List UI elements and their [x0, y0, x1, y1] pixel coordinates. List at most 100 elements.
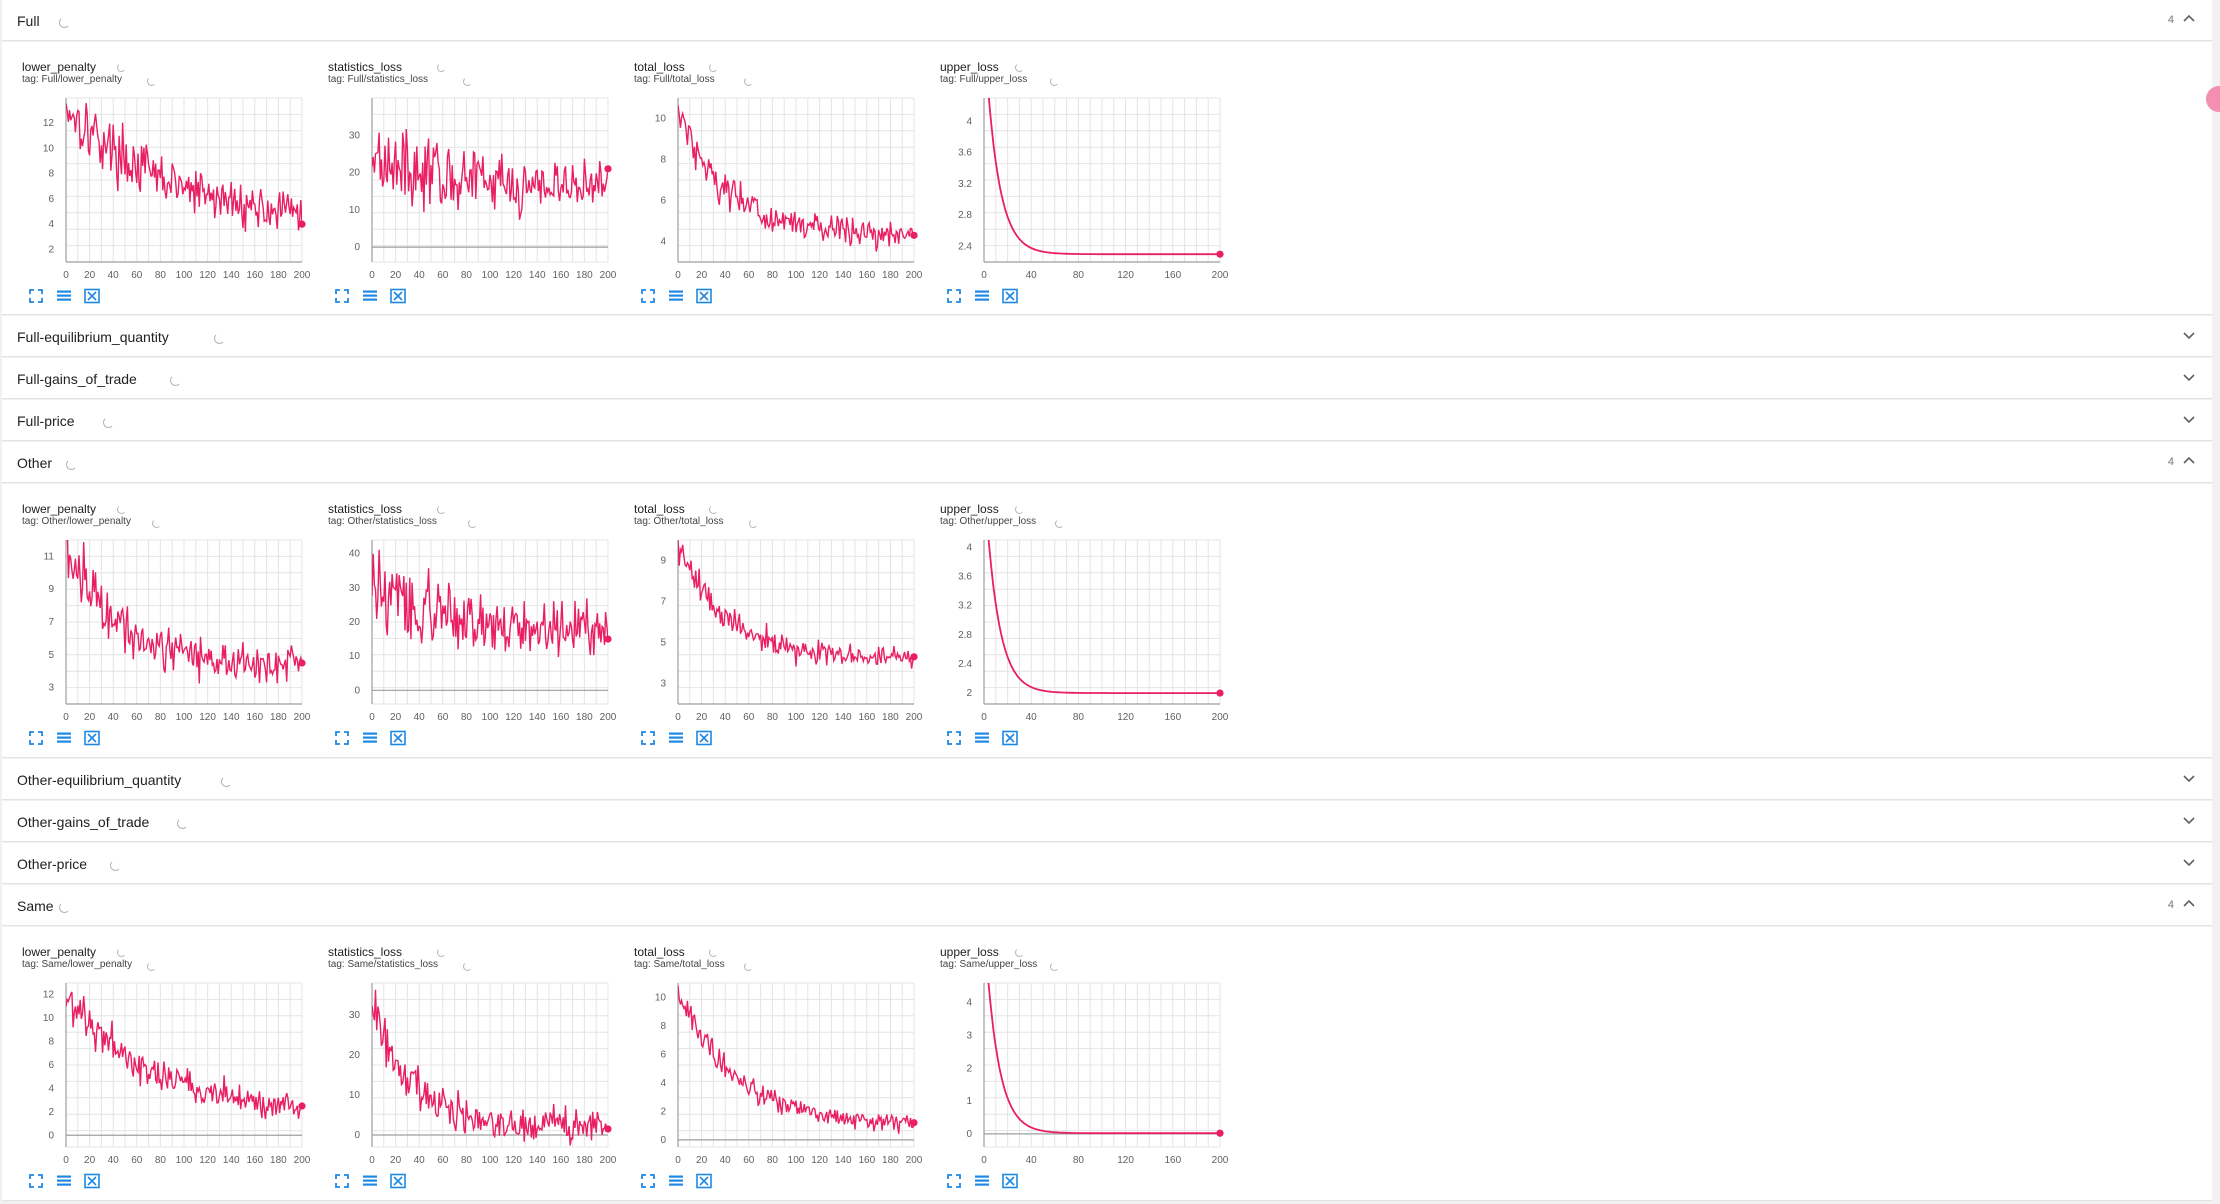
data-table-icon[interactable] [56, 1173, 72, 1189]
line-chart[interactable]: 0 10 20 30 40 0 20 40 60 80 100 120 140 160 180 200 [328, 524, 618, 734]
fullscreen-icon[interactable] [334, 730, 350, 746]
fullscreen-icon[interactable] [640, 730, 656, 746]
fit-domain-icon[interactable] [390, 730, 406, 746]
y-tick-label: 0 [354, 1130, 360, 1141]
fullscreen-icon[interactable] [946, 288, 962, 304]
series-line [372, 128, 608, 220]
fit-domain-icon[interactable] [696, 288, 712, 304]
chevron-up-icon[interactable] [2182, 12, 2196, 26]
data-table-icon[interactable] [56, 730, 72, 746]
x-tick-label: 20 [84, 270, 96, 281]
data-table-icon[interactable] [974, 730, 990, 746]
section-header[interactable]: Full-equilibrium_quantity [2, 316, 2212, 357]
chevron-down-icon[interactable] [2182, 412, 2196, 426]
section-header[interactable]: Other-price [2, 843, 2212, 884]
section-header[interactable]: Full-price [2, 400, 2212, 441]
last-point-marker[interactable] [1216, 1129, 1224, 1137]
line-chart[interactable]: 3 5 7 9 0 20 40 60 80 100 120 140 160 180 200 [634, 524, 924, 734]
fullscreen-icon[interactable] [946, 1173, 962, 1189]
fit-domain-icon[interactable] [390, 1173, 406, 1189]
card-title: upper_loss [940, 945, 999, 959]
last-point-marker[interactable] [910, 1119, 918, 1127]
data-table-icon[interactable] [668, 1173, 684, 1189]
last-point-marker[interactable] [910, 653, 918, 661]
fit-domain-icon[interactable] [696, 730, 712, 746]
last-point-marker[interactable] [910, 231, 918, 239]
chevron-down-icon[interactable] [2182, 813, 2196, 827]
last-point-marker[interactable] [604, 1125, 612, 1133]
line-chart[interactable]: 0 10 20 30 0 20 40 60 80 100 120 140 160 180 200 [328, 967, 618, 1177]
fit-domain-icon[interactable] [84, 1173, 100, 1189]
last-point-marker[interactable] [604, 635, 612, 643]
fullscreen-icon[interactable] [640, 1173, 656, 1189]
section-header[interactable]: Other-equilibrium_quantity [2, 759, 2212, 800]
data-table-icon[interactable] [668, 730, 684, 746]
fullscreen-icon[interactable] [28, 730, 44, 746]
x-tick-label: 60 [437, 1155, 449, 1166]
series-line [987, 983, 1220, 1135]
section-header[interactable]: Other 4 [2, 442, 2212, 483]
last-point-marker[interactable] [604, 165, 612, 173]
chevron-down-icon[interactable] [2182, 855, 2196, 869]
fit-domain-icon[interactable] [84, 730, 100, 746]
fit-domain-icon[interactable] [1002, 730, 1018, 746]
x-tick-label: 120 [505, 270, 522, 281]
line-chart[interactable]: 3 5 7 9 11 0 20 40 60 80 100 120 140 160 180 200 [22, 524, 312, 734]
chevron-down-icon[interactable] [2182, 370, 2196, 384]
section-header[interactable]: Same 4 [2, 885, 2212, 926]
series-line [678, 540, 914, 669]
fullscreen-icon[interactable] [334, 288, 350, 304]
section-title: Other [17, 455, 53, 471]
card-tag: tag: Full/total_loss [634, 74, 715, 85]
data-table-icon[interactable] [362, 288, 378, 304]
card-title: statistics_loss [328, 60, 403, 74]
fullscreen-icon[interactable] [28, 288, 44, 304]
fullscreen-icon[interactable] [28, 1173, 44, 1189]
fit-domain-icon[interactable] [1002, 1173, 1018, 1189]
chevron-up-icon[interactable] [2182, 454, 2196, 468]
last-point-marker[interactable] [298, 1102, 306, 1110]
data-table-icon[interactable] [668, 288, 684, 304]
fit-domain-icon[interactable] [696, 1173, 712, 1189]
loading-spinner-icon [214, 333, 225, 344]
fit-domain-icon[interactable] [1002, 288, 1018, 304]
side-panel-toggle-icon[interactable] [2206, 86, 2220, 112]
data-table-icon[interactable] [974, 288, 990, 304]
loading-spinner-icon [749, 519, 758, 528]
section-header[interactable]: Other-gains_of_trade [2, 801, 2212, 842]
data-table-icon[interactable] [974, 1173, 990, 1189]
data-table-icon[interactable] [362, 730, 378, 746]
last-point-marker[interactable] [1216, 250, 1224, 258]
fullscreen-icon[interactable] [640, 288, 656, 304]
x-tick-label: 120 [811, 712, 828, 723]
section-header[interactable]: Full 4 [2, 0, 2212, 41]
line-chart[interactable]: 22.42.83.23.640 40 80 120 160 200 [940, 524, 1230, 734]
card-tag: tag: Full/statistics_loss [328, 74, 429, 85]
x-tick-label: 120 [811, 270, 828, 281]
last-point-marker[interactable] [1216, 689, 1224, 697]
fullscreen-icon[interactable] [334, 1173, 350, 1189]
section-header[interactable]: Full-gains_of_trade [2, 358, 2212, 399]
data-table-icon[interactable] [56, 288, 72, 304]
chevron-down-icon[interactable] [2182, 328, 2196, 342]
fit-domain-icon[interactable] [390, 288, 406, 304]
fit-domain-icon[interactable] [84, 288, 100, 304]
line-chart[interactable]: 0 10 20 30 0 20 40 60 80 100 120 140 160 180 200 [328, 82, 618, 292]
x-tick-label: 80 [767, 270, 779, 281]
chevron-down-icon[interactable] [2182, 771, 2196, 785]
last-point-marker[interactable] [298, 220, 306, 228]
x-tick-label: 160 [552, 712, 569, 723]
chevron-up-icon[interactable] [2182, 897, 2196, 911]
last-point-marker[interactable] [298, 659, 306, 667]
line-chart[interactable]: 2.42.83.23.640 40 80 120 160 200 [940, 82, 1230, 292]
section-card-count: 4 [2167, 899, 2174, 911]
fullscreen-icon[interactable] [946, 730, 962, 746]
y-tick-label: 0 [354, 242, 360, 253]
y-tick-label: 6 [660, 1049, 666, 1060]
data-table-icon[interactable] [362, 1173, 378, 1189]
